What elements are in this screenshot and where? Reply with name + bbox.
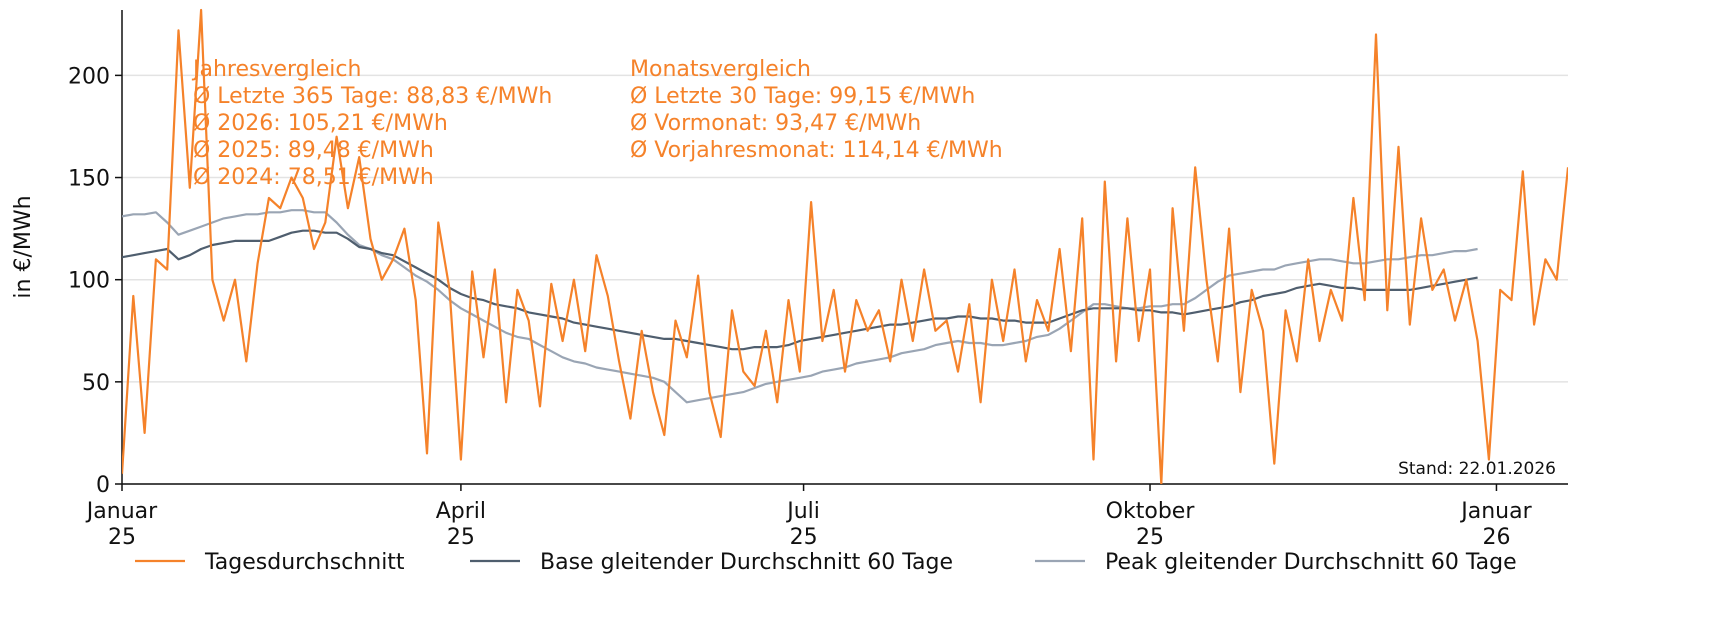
legend-label: Tagesdurchschnitt: [204, 550, 405, 575]
annotation: Monatsvergleich: [630, 57, 811, 82]
x-tick-label: Oktober 25: [1106, 499, 1196, 550]
y-tick-label: 50: [82, 371, 110, 396]
y-tick-label: 150: [68, 167, 110, 192]
legend-label: Peak gleitender Durchschnitt 60 Tage: [1105, 550, 1517, 575]
annotation: Ø 2026: 105,21 €/MWh: [193, 111, 448, 136]
y-tick-label: 200: [68, 64, 110, 89]
annotation: Jahresvergleich: [191, 57, 361, 82]
annotation: Ø Letzte 365 Tage: 88,83 €/MWh: [193, 84, 552, 109]
x-tick-label: April 25: [436, 499, 486, 550]
legend-label: Base gleitender Durchschnitt 60 Tage: [540, 550, 953, 575]
annotation: Ø Letzte 30 Tage: 99,15 €/MWh: [630, 84, 975, 109]
series-line: [122, 8, 1568, 484]
annotation: Ø 2024: 78,51 €/MWh: [193, 165, 434, 190]
series-line: [122, 229, 1478, 351]
x-tick-label: Januar 26: [1459, 499, 1532, 550]
x-tick-label: Januar 25: [85, 499, 158, 550]
annotation: Ø 2025: 89,48 €/MWh: [193, 138, 434, 163]
series-line: [122, 209, 1478, 404]
note: Stand: 22.01.2026: [1398, 459, 1556, 479]
y-axis-label: in €/MWh: [11, 195, 36, 298]
plot-area: [122, 8, 1568, 484]
x-tick-label: Juli 25: [785, 499, 820, 550]
y-tick-label: 0: [96, 473, 110, 498]
annotation: Ø Vorjahresmonat: 114,14 €/MWh: [630, 138, 1003, 163]
annotation: Ø Vormonat: 93,47 €/MWh: [630, 111, 921, 136]
y-tick-label: 100: [68, 269, 110, 294]
